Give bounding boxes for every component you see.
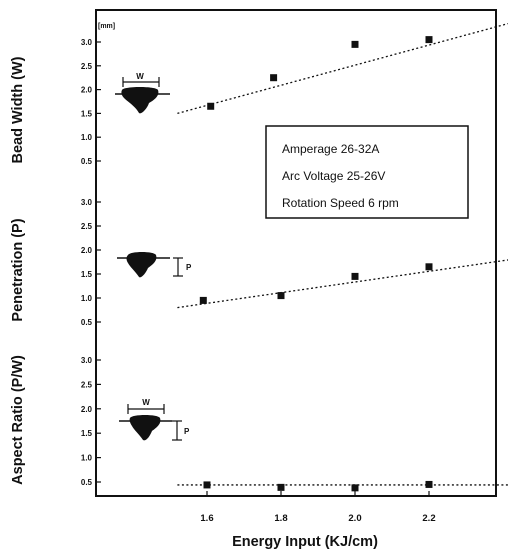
y-tick-label-aspect-ratio: 2.5: [81, 380, 93, 389]
bead-shape: [121, 87, 159, 114]
xlabel: Energy Input (KJ/cm): [232, 534, 378, 550]
bead-shape: [126, 252, 157, 278]
data-point-penetration: [277, 292, 285, 300]
chart-marks: 0.5 1.0 1.5 2.0 2.5 3.0 0.5 1.0 1.5 2.0 2.5 3.0 0.5 1…: [81, 22, 508, 524]
ylabel-bead-width: Bead Width (W): [10, 56, 26, 163]
annotation-arc-voltage: Arc Voltage 25-26V: [282, 169, 385, 183]
bead-diagram-width: W: [115, 72, 170, 114]
ylabel-aspect-ratio: Aspect Ratio (P/W): [10, 355, 26, 485]
diagram-letter-w: W: [136, 72, 144, 81]
x-tick-label: 2.0: [348, 513, 361, 524]
y-tick-label-bead-width: 2.0: [81, 86, 93, 95]
y-tick-label-bead-width: 3.0: [81, 38, 93, 47]
data-point-aspect-ratio: [351, 484, 359, 492]
data-point-penetration: [351, 272, 359, 280]
bead-diagram-penetration: P: [117, 252, 192, 278]
trend-line-penetration: [177, 259, 508, 309]
data-point-aspect-ratio: [203, 481, 211, 489]
y-tick-label-penetration: 2.0: [81, 246, 93, 255]
x-tick-label: 1.6: [200, 513, 213, 524]
data-point-bead-width: [351, 40, 359, 48]
annotation-box: Amperage 26-32A Arc Voltage 25-26V Rotat…: [265, 125, 469, 219]
plot-frame: [95, 9, 497, 497]
data-point-aspect-ratio: [277, 483, 285, 491]
y-tick-label-penetration: 1.5: [81, 270, 93, 279]
y-tick-label-aspect-ratio: 3.0: [81, 356, 93, 365]
x-tick-label: 2.2: [422, 513, 435, 524]
data-point-bead-width: [270, 74, 278, 82]
data-point-penetration: [199, 296, 207, 304]
data-point-bead-width: [425, 36, 433, 44]
diagram-letter-w: W: [142, 398, 150, 407]
y-tick-label-aspect-ratio: 0.5: [81, 478, 93, 487]
y-tick-label-aspect-ratio: 1.0: [81, 454, 93, 463]
y-tick-label-bead-width: 2.5: [81, 62, 93, 71]
bead-shape: [129, 415, 161, 441]
y-tick-label-bead-width: 1.5: [81, 109, 93, 118]
annotation-amperage: Amperage 26-32A: [282, 142, 379, 156]
y-tick-label-aspect-ratio: 1.5: [81, 429, 93, 438]
unit-label: [mm]: [98, 23, 115, 30]
annotation-border: [265, 125, 469, 219]
diagram-letter-p: P: [186, 263, 192, 272]
y-tick-label-penetration: 2.5: [81, 222, 93, 231]
x-tick-label: 1.8: [274, 513, 287, 524]
y-tick-label-penetration: 0.5: [81, 318, 93, 327]
y-tick-label-aspect-ratio: 2.0: [81, 405, 93, 414]
ylabel-penetration: Penetration (P): [10, 218, 26, 321]
y-tick-label-bead-width: 1.0: [81, 133, 93, 142]
bead-diagram-aspect: W P: [119, 398, 190, 441]
y-tick-label-penetration: 3.0: [81, 198, 93, 207]
data-point-bead-width: [207, 102, 215, 110]
y-tick-label-bead-width: 0.5: [81, 157, 93, 166]
y-tick-label-penetration: 1.0: [81, 294, 93, 303]
trend-line-bead-width: [177, 22, 508, 115]
data-point-penetration: [425, 263, 433, 271]
diagram-letter-p: P: [184, 427, 190, 436]
data-point-aspect-ratio: [425, 480, 433, 488]
annotation-rotation-speed: Rotation Speed 6 rpm: [282, 196, 399, 210]
